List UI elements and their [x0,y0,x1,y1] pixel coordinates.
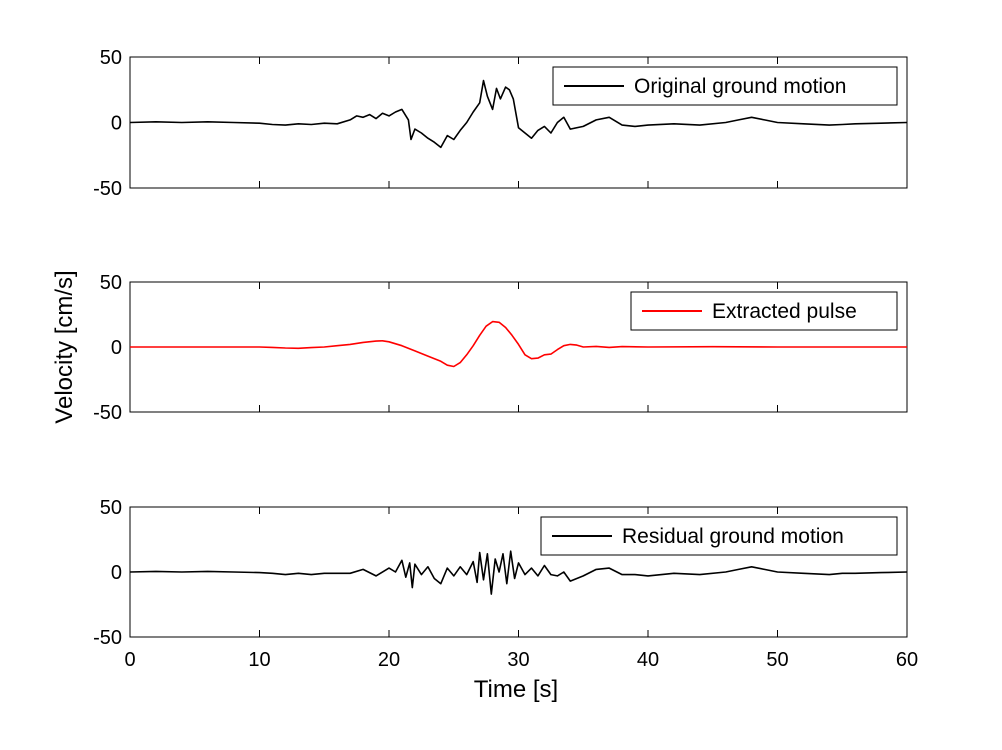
x-tick-label: 40 [637,649,659,671]
x-tick-label: 30 [507,649,529,671]
y-tick-label: 50 [100,47,122,69]
x-tick-label: 50 [766,649,788,671]
x-tick-label: 60 [896,649,918,671]
legend: Original ground motion [552,66,898,106]
y-tick-label: 0 [111,337,122,359]
x-axis-title: Time [s] [474,676,558,703]
y-tick-label: -50 [93,178,122,200]
x-tick-label: 20 [378,649,400,671]
legend: Extracted pulse [630,291,898,331]
legend: Residual ground motion [540,516,898,556]
x-tick-label: 10 [248,649,270,671]
y-tick-label: 0 [111,113,122,135]
subplot-1: -50 0 50 Original ground motion [93,47,908,200]
series-line [129,79,908,149]
x-tick-label: 0 [124,649,135,671]
y-tick-label: 50 [100,272,122,294]
y-tick-label: 50 [100,497,122,519]
y-tick-label: -50 [93,627,122,649]
series-line [129,550,908,595]
y-tick-label: 0 [111,562,122,584]
legend-label: Original ground motion [634,75,846,98]
series-line [130,320,907,368]
legend-label: Extracted pulse [712,300,857,323]
legend-label: Residual ground motion [622,525,844,548]
y-tick-label: -50 [93,402,122,424]
y-axis-title: Velocity [cm/s] [51,270,78,423]
subplot-2: -50 0 50 Extracted pulse [93,272,908,424]
